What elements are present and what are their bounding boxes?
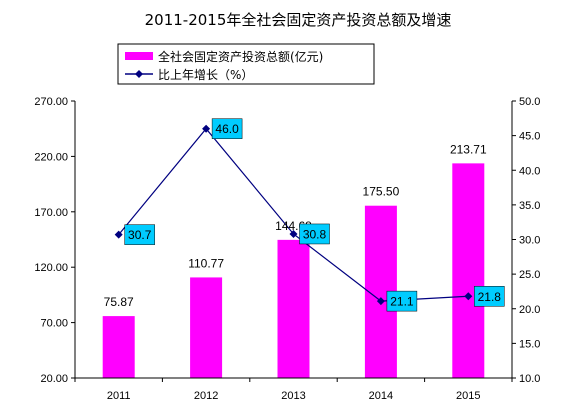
y-right-tick-label: 15.0 bbox=[519, 338, 540, 350]
line-data-label: 30.8 bbox=[303, 227, 327, 241]
bar-data-label: 175.50 bbox=[363, 185, 400, 199]
line-point-marker bbox=[376, 297, 385, 306]
x-tick-label: 2015 bbox=[456, 390, 480, 402]
y-right-tick-label: 20.0 bbox=[519, 304, 540, 316]
x-tick-label: 2011 bbox=[107, 390, 131, 402]
line-data-label: 46.0 bbox=[215, 122, 239, 136]
x-tick-label: 2012 bbox=[194, 390, 218, 402]
bar-data-label: 75.87 bbox=[104, 295, 134, 309]
y-left-tick-label: 270.00 bbox=[34, 96, 68, 108]
y-left-tick-label: 220.00 bbox=[34, 151, 68, 163]
bar-data-label: 213.71 bbox=[450, 142, 487, 156]
legend-bar-swatch bbox=[125, 52, 153, 60]
y-right-tick-label: 40.0 bbox=[519, 165, 540, 177]
plot-area: 20.00 70.00 120.00 170.00 220.00 270.00 10.0 15… bbox=[34, 96, 540, 402]
y-right-tick-label: 30.0 bbox=[519, 235, 540, 247]
legend: 全社会固定资产投资总额(亿元) 比上年增长（%） bbox=[117, 43, 375, 85]
bar bbox=[452, 163, 485, 378]
y-right-tick-label: 45.0 bbox=[519, 131, 540, 143]
legend-line-marker bbox=[135, 70, 143, 78]
y-right-tick-label: 10.0 bbox=[519, 373, 540, 385]
y-right-tick-label: 50.0 bbox=[519, 96, 540, 108]
line-data-label-box bbox=[211, 118, 243, 139]
line-point-marker bbox=[289, 229, 298, 238]
line-data-label: 30.7 bbox=[128, 228, 152, 242]
y-right-tick-label: 25.0 bbox=[519, 269, 540, 281]
legend-box bbox=[117, 43, 375, 85]
bar-data-label: 110.77 bbox=[188, 256, 224, 270]
y-right-tick-label: 35.0 bbox=[519, 200, 540, 212]
line-data-label-box bbox=[386, 290, 418, 312]
line-data-label-box bbox=[474, 286, 505, 307]
bar bbox=[190, 277, 223, 378]
line-data-label-box bbox=[299, 223, 330, 245]
x-tick-label: 2013 bbox=[281, 390, 305, 402]
legend-bar-label: 全社会固定资产投资总额(亿元) bbox=[158, 49, 323, 64]
x-tick-label: 2014 bbox=[369, 390, 393, 402]
line-point-marker bbox=[464, 292, 473, 301]
y-left-tick-label: 20.00 bbox=[40, 373, 68, 385]
line-data-label: 21.8 bbox=[478, 290, 502, 304]
y-left-tick-label: 120.00 bbox=[34, 262, 68, 274]
line-point-marker bbox=[114, 230, 123, 239]
line-data-label-box bbox=[124, 224, 155, 245]
line-data-label: 21.1 bbox=[390, 295, 414, 309]
bar bbox=[277, 239, 310, 378]
y-left-tick-label: 170.00 bbox=[34, 207, 68, 219]
line-point-marker bbox=[202, 124, 211, 133]
legend-line-label: 比上年增长（%） bbox=[158, 68, 253, 82]
bar bbox=[102, 316, 135, 378]
y-left-tick-label: 70.00 bbox=[40, 318, 68, 330]
chart-title: 2011-2015年全社会固定资产投资总额及增速 bbox=[145, 11, 452, 29]
